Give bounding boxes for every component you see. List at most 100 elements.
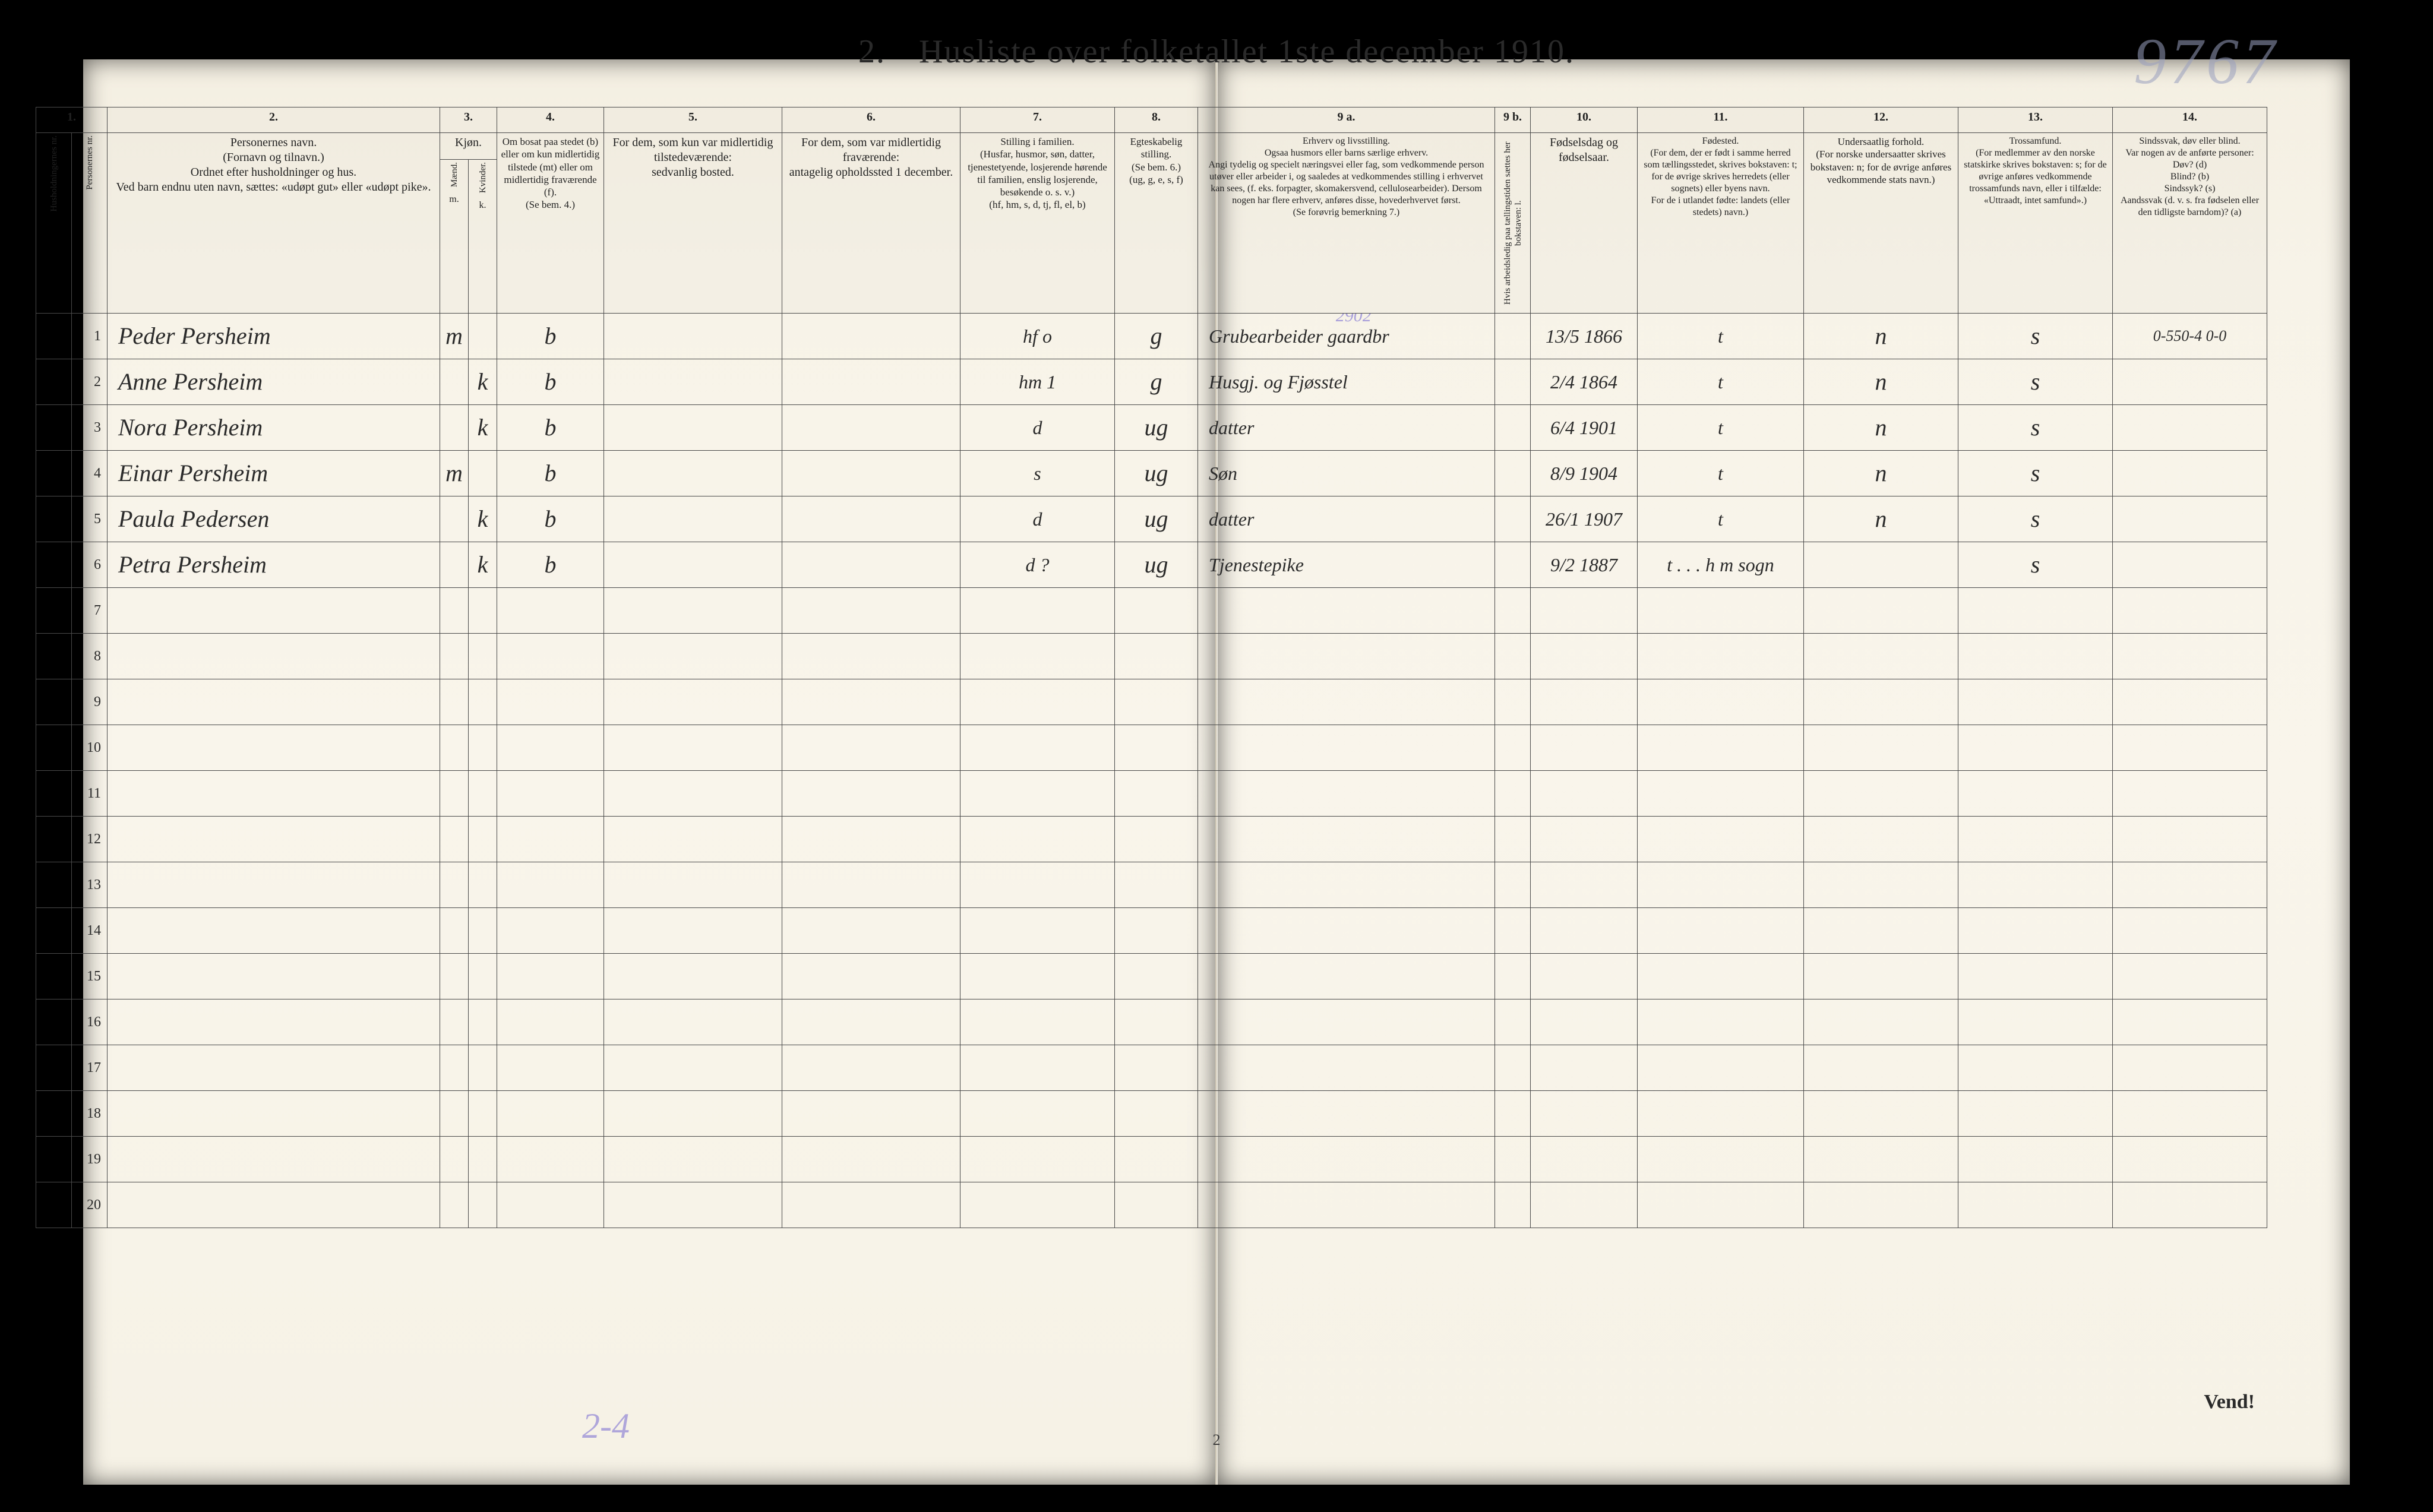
cell: Tjenestepike — [1198, 542, 1495, 588]
cell — [497, 1091, 604, 1137]
hdr-3-k-text: Kvinder. — [478, 162, 488, 193]
cell — [1495, 954, 1531, 999]
cell — [497, 588, 604, 634]
cell — [1495, 451, 1531, 496]
cell — [1804, 999, 1958, 1045]
cell — [1958, 1137, 2113, 1182]
cell — [1958, 679, 2113, 725]
hdr-4: Om bosat paa stedet (b) eller om kun mid… — [497, 133, 604, 314]
coln-9a: 9 a. — [1198, 107, 1495, 133]
table-row: 6Petra Persheimkbd ?ugTjenestepike9/2 18… — [36, 542, 2267, 588]
cell — [1115, 817, 1198, 862]
cell — [36, 999, 72, 1045]
cell: 9 — [72, 679, 108, 725]
cell — [2113, 1045, 2267, 1091]
coln-5: 5. — [604, 107, 782, 133]
cell — [604, 679, 782, 725]
cell — [36, 771, 72, 817]
cell — [1198, 862, 1495, 908]
cell — [497, 1137, 604, 1182]
cell — [469, 679, 497, 725]
cell — [1531, 862, 1638, 908]
cell — [440, 634, 469, 679]
cell: 3 — [72, 405, 108, 451]
cell — [1115, 999, 1198, 1045]
cell: d ? — [960, 542, 1115, 588]
hdr-1a: Husholdningernes nr. — [36, 133, 72, 314]
cell — [960, 634, 1115, 679]
cell — [1115, 908, 1198, 954]
scan-stage: Vend! 2. Husliste over folketallet 1ste … — [0, 0, 2433, 1512]
cell — [2113, 451, 2267, 496]
cell — [108, 1091, 440, 1137]
cell: 7 — [72, 588, 108, 634]
hdr-12: Undersaatlig forhold. (For norske unders… — [1804, 133, 1958, 314]
cell — [604, 496, 782, 542]
cell — [782, 542, 960, 588]
cell: datter — [1198, 405, 1495, 451]
cell — [108, 588, 440, 634]
cell — [1198, 999, 1495, 1045]
cell — [1958, 1182, 2113, 1228]
cell — [1495, 588, 1531, 634]
cell: Anne Persheim — [108, 359, 440, 405]
cell — [1198, 679, 1495, 725]
cell: 16 — [72, 999, 108, 1045]
table-row: 10 — [36, 725, 2267, 771]
cell — [36, 451, 72, 496]
cell: s — [1958, 314, 2113, 359]
cell — [1531, 679, 1638, 725]
coln-12: 12. — [1804, 107, 1958, 133]
cell: k — [469, 542, 497, 588]
cell — [36, 314, 72, 359]
cell — [2113, 817, 2267, 862]
cell — [604, 817, 782, 862]
table-row: 17 — [36, 1045, 2267, 1091]
cell: n — [1804, 496, 1958, 542]
coln-6: 6. — [782, 107, 960, 133]
cell — [108, 817, 440, 862]
cell — [1115, 1091, 1198, 1137]
cell — [469, 771, 497, 817]
cell — [440, 1091, 469, 1137]
cell — [782, 451, 960, 496]
cell — [782, 405, 960, 451]
cell: k — [469, 359, 497, 405]
column-header-row: Husholdningernes nr. Personernes nr. Per… — [36, 133, 2267, 160]
cell — [1495, 314, 1531, 359]
cell — [108, 999, 440, 1045]
cell — [36, 954, 72, 999]
cell — [36, 359, 72, 405]
cell — [1804, 1045, 1958, 1091]
cell — [469, 1091, 497, 1137]
cell — [1198, 634, 1495, 679]
cell — [108, 725, 440, 771]
cell — [36, 862, 72, 908]
hdr-13: Trossamfund. (For medlemmer av den norsk… — [1958, 133, 2113, 314]
coln-8: 8. — [1115, 107, 1198, 133]
cell — [604, 588, 782, 634]
cell — [782, 908, 960, 954]
hdr-9b: Hvis arbeidsledig paa tællingstiden sætt… — [1495, 133, 1531, 314]
cell — [1531, 634, 1638, 679]
cell — [1115, 1045, 1198, 1091]
cell — [1495, 634, 1531, 679]
cell: datter — [1198, 496, 1495, 542]
table-row: 11 — [36, 771, 2267, 817]
cell: ug — [1115, 405, 1198, 451]
cell — [1638, 908, 1804, 954]
cell — [108, 1182, 440, 1228]
cell: 0-550-4 0-0 — [2113, 314, 2267, 359]
cell — [782, 771, 960, 817]
table-head: 1. 2. 3. 4. 5. 6. 7. 8. 9 a. 9 b. 10. 11… — [36, 107, 2267, 314]
cell — [782, 954, 960, 999]
cell — [604, 1182, 782, 1228]
cell: n — [1804, 314, 1958, 359]
cell — [36, 405, 72, 451]
cell: 2/4 1864 — [1531, 359, 1638, 405]
cell: 8 — [72, 634, 108, 679]
cell — [960, 954, 1115, 999]
cell: 10 — [72, 725, 108, 771]
cell — [1495, 542, 1531, 588]
cell: 14 — [72, 908, 108, 954]
